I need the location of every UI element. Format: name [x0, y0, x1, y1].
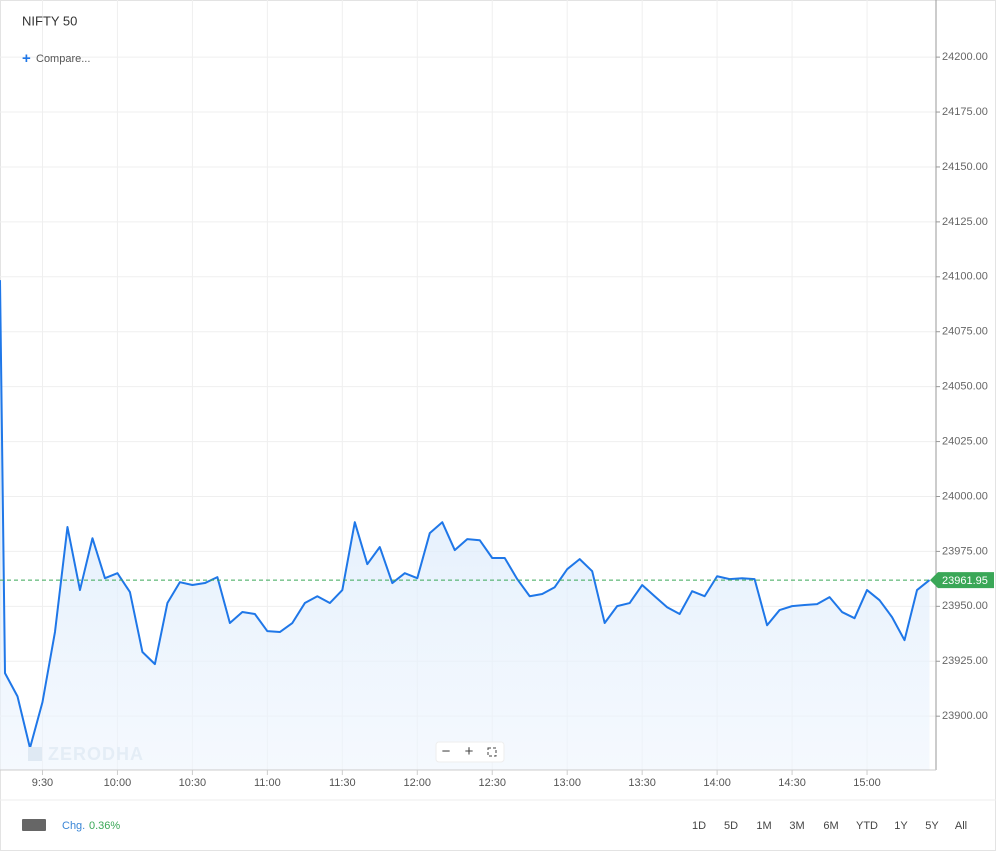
range-button[interactable]: 1Y	[894, 820, 908, 832]
x-tick-label: 9:30	[32, 777, 53, 789]
last-price-badge	[930, 572, 994, 589]
y-tick-label: 24200.00	[942, 51, 988, 63]
x-tick-label: 10:00	[104, 777, 132, 789]
area	[0, 280, 930, 770]
x-tick-label: 14:00	[703, 777, 731, 789]
zoom-in[interactable]: +	[465, 743, 474, 760]
y-tick-label: 23975.00	[942, 545, 988, 557]
x-tick-label: 10:30	[179, 777, 207, 789]
compare-plus[interactable]: +	[22, 50, 31, 67]
y-tick-label: 24025.00	[942, 435, 988, 447]
keyboard-icon[interactable]	[22, 819, 46, 831]
range-button[interactable]: YTD	[856, 820, 878, 832]
y-tick-label: 23900.00	[942, 710, 988, 722]
y-tick-label: 24175.00	[942, 106, 988, 118]
last-price-label: 23961.95	[942, 575, 988, 587]
y-tick-label: 24075.00	[942, 326, 988, 338]
chart-title: NIFTY 50	[22, 13, 77, 28]
zoom-out[interactable]: −	[442, 743, 451, 760]
x-tick-label: 11:00	[254, 777, 281, 789]
range-button[interactable]: 3M	[789, 820, 804, 832]
watermark: ZERODHA	[48, 744, 144, 764]
x-tick-label: 12:00	[404, 777, 432, 789]
y-tick-label: 24050.00	[942, 381, 988, 393]
x-tick-label: 11:30	[329, 777, 356, 789]
x-tick-label: 15:00	[853, 777, 881, 789]
y-tick-label: 24150.00	[942, 161, 988, 173]
zoom-reset[interactable]	[487, 747, 497, 757]
range-button[interactable]: 6M	[823, 820, 838, 832]
range-button[interactable]: All	[955, 820, 967, 832]
x-tick-label: 12:30	[478, 777, 506, 789]
range-button[interactable]: 1M	[756, 820, 771, 832]
range-button[interactable]: 5D	[724, 820, 738, 832]
x-tick-label: 13:00	[553, 777, 581, 789]
compare-button[interactable]: Compare...	[36, 53, 90, 65]
y-tick-label: 24125.00	[942, 216, 988, 228]
y-tick-label: 24100.00	[942, 271, 988, 283]
range-button[interactable]: 5Y	[925, 820, 939, 832]
change-value: 0.36%	[89, 820, 120, 832]
watermark-logo	[28, 747, 42, 761]
y-tick-label: 23925.00	[942, 655, 988, 667]
price-line	[0, 280, 931, 750]
y-tick-label: 24000.00	[942, 490, 988, 502]
change-label: Chg.	[62, 820, 85, 832]
range-button[interactable]: 1D	[692, 820, 706, 832]
y-tick-label: 23950.00	[942, 600, 988, 612]
zoom-controls	[435, 741, 505, 763]
x-tick-label: 13:30	[628, 777, 656, 789]
x-tick-label: 14:30	[778, 777, 806, 789]
